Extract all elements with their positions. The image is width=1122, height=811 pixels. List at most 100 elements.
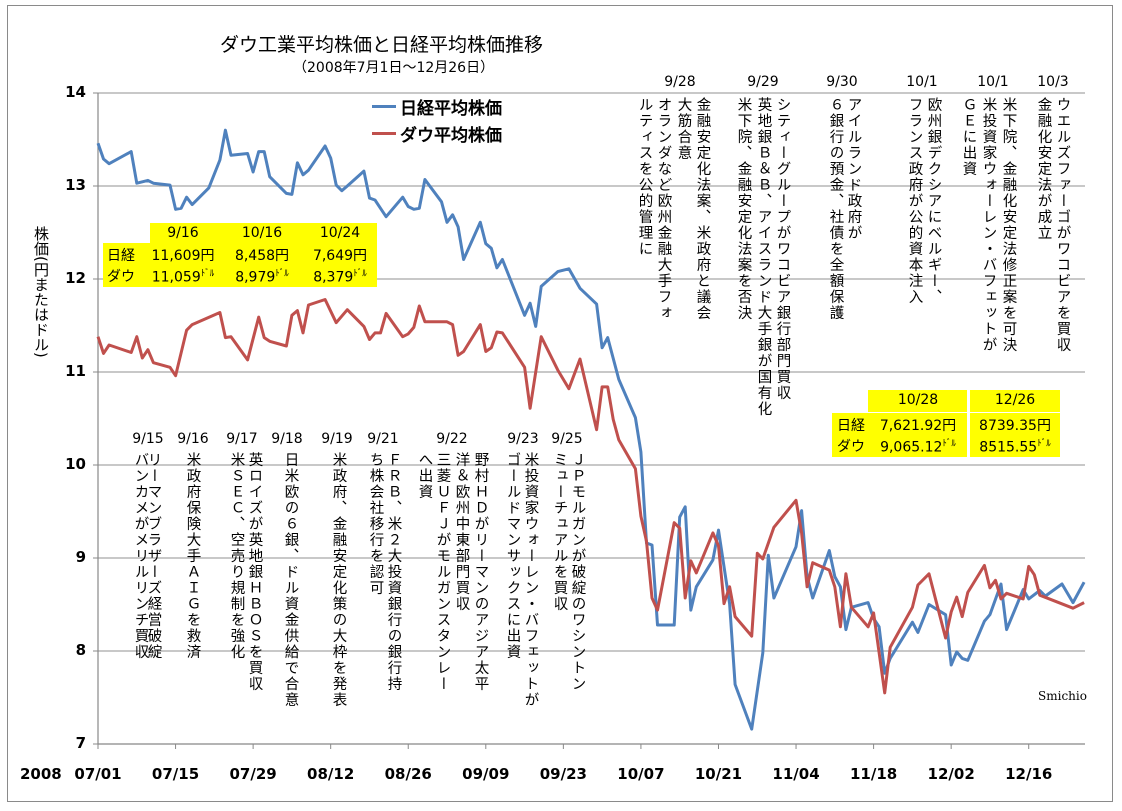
highlight-box-header [970, 390, 1060, 412]
unit: 円 [200, 248, 215, 264]
x-tick-label: 08/26 [384, 765, 432, 783]
box-date: 10/24 [320, 225, 360, 241]
value: 8,458 [234, 248, 276, 264]
annotation-text: アイルランド政府が [845, 97, 862, 241]
annotation-text: ６銀行の預金、社債を全額保護 [827, 97, 844, 321]
unit: ﾄﾞﾙ [942, 439, 956, 449]
annotation-text: 米ＳＥＣ、空売り規制を強化 [228, 452, 245, 660]
annotation-date: 9/16 [177, 431, 209, 447]
highlight-box-body [103, 243, 377, 287]
value: ダウ [107, 269, 135, 285]
highlight-box-header [868, 390, 967, 412]
highlight-box-body [832, 413, 967, 457]
annotation-text: 野村ＨＤがリーマンのアジア太平 [472, 452, 489, 692]
box-nikkei-value: 7,621.92円 [880, 415, 956, 435]
annotation-text: へ出資 [416, 452, 433, 500]
box-nikkei-value: 8,458円 [235, 245, 289, 265]
y-tick-label: 10 [65, 455, 86, 473]
annotation-date: 9/23 [507, 431, 539, 447]
annotation-text: ゴールドマンサックスに出資 [504, 452, 521, 660]
chart-frame [7, 5, 1113, 802]
series-lines [96, 128, 1086, 731]
x-tick-label: 07/15 [151, 765, 200, 783]
annotation-date: 10/1 [977, 74, 1009, 90]
annotation-text: 英地銀Ｂ＆Ｂ、アイスランド大手銀が国有化 [755, 97, 772, 417]
annotation-text: 三菱ＵＦＪがモルガンスタンレー [434, 452, 451, 692]
box-date: 12/26 [995, 392, 1035, 408]
value: 10/28 [897, 392, 939, 408]
x-tick-label: 10/07 [617, 765, 665, 783]
value: 11,059 [151, 269, 201, 286]
unit: 円 [1036, 418, 1051, 434]
x-tick-label: 11/04 [772, 765, 820, 783]
value: 日経 [837, 418, 865, 434]
year-label: 2008 [20, 765, 62, 783]
x-tick-label: 11/18 [849, 765, 898, 783]
unit: ﾄﾞﾙ [1037, 439, 1051, 449]
x-tick-label: 09/09 [462, 765, 510, 783]
highlight-box-body [970, 413, 1060, 457]
annotation-date: 9/28 [664, 74, 696, 90]
annotation-text: 米下院、金融安定化法案を否決 [735, 97, 752, 321]
y-tick-label: 11 [65, 362, 86, 380]
annotation-date: 10/3 [1037, 74, 1069, 90]
annotation-date: 9/21 [367, 431, 399, 447]
box-nikkei-value: 7,649円 [313, 245, 367, 265]
unit: 円 [942, 418, 957, 434]
annotation-date: 9/22 [436, 431, 468, 447]
value: 11,609 [151, 248, 201, 264]
annotation-text: 米下院、金融化安定法修正案を可決 [1000, 97, 1017, 353]
box-row-label: ダウ [107, 266, 135, 286]
annotation-text: 米投資家ウォーレン・バフェットが [522, 452, 539, 708]
annotation-date: 9/18 [271, 431, 303, 447]
annotation-text: ミューチュアルを買収 [551, 452, 568, 612]
annotation-date: 9/29 [747, 74, 779, 90]
value: 10/16 [241, 225, 283, 241]
value: 8,979 [235, 269, 276, 286]
y-tick-label: 9 [75, 548, 86, 566]
annotation-text: ち株会社移行を認可 [367, 452, 384, 596]
legend-item-dow: ダウ平均株価 [372, 121, 502, 146]
unit: 円 [275, 248, 290, 264]
annotation-date: 10/1 [906, 74, 938, 90]
legend-label: ダウ平均株価 [400, 126, 502, 146]
box-date: 9/16 [167, 225, 198, 241]
chart-subtitle: （2008年7月1日～12月26日） [293, 60, 495, 76]
annotation-text: バンカメがメリルリンチ買収 [132, 452, 149, 660]
box-dow-value: 11,059ﾄﾞﾙ [152, 266, 215, 286]
y-tick-label: 8 [75, 641, 86, 659]
annotation-text: フランス政府が公的資本注入 [906, 97, 923, 305]
value: 12/26 [994, 392, 1036, 408]
annotation-text: 米投資家ウォーレン・バフェットが [980, 97, 997, 353]
value: 日経 [107, 248, 135, 264]
legend-item-nikkei: 日経平均株価 [372, 94, 502, 119]
annotation-text: ルティスを公的管理に [636, 97, 653, 257]
highlight-box-header [150, 223, 377, 245]
y-tick-label: 13 [65, 176, 86, 194]
unit: ﾄﾞﾙ [200, 269, 215, 279]
annotation-date: 9/25 [551, 431, 583, 447]
annotation-text: リーマンブラザーズ経営破綻 [145, 452, 162, 660]
annotation-text: ＦＲＢ、米２大投資銀行の銀行持 [385, 452, 402, 692]
box-dow-value: 9,065.12ﾄﾞﾙ [880, 436, 956, 456]
value: 7,649 [312, 248, 354, 264]
annotation-text: 大筋合意 [675, 97, 692, 161]
axes [93, 92, 1085, 749]
annotation-date: 9/17 [226, 431, 258, 447]
value: 9,065.12 [880, 439, 943, 456]
chart-title: ダウ工業平均株価と日経平均株価推移 [220, 34, 544, 56]
annotation-text: シティーグループがワコビア銀行部門買収 [774, 97, 791, 401]
annotation-text: 日米欧の６銀、ドル資金供給で合意 [282, 452, 299, 708]
unit: 円 [353, 248, 368, 264]
annotation-text: 欧州銀デクシアにベルギー、 [925, 97, 942, 305]
x-tick-label: 07/29 [229, 765, 277, 783]
box-date: 10/28 [898, 392, 938, 408]
box-row-label: 日経 [107, 245, 135, 265]
x-tick-label: 10/21 [694, 765, 743, 783]
annotation-text: 金融化安定法が成立 [1035, 97, 1052, 241]
y-tick-label: 7 [75, 734, 86, 752]
annotation-text: ウエルズファーゴがワコビアを買収 [1054, 97, 1071, 353]
value: 8,379 [313, 269, 354, 286]
author-credit: Smichio [1038, 689, 1087, 703]
annotation-text: 金融安定化法案、米政府と議会 [694, 97, 711, 321]
